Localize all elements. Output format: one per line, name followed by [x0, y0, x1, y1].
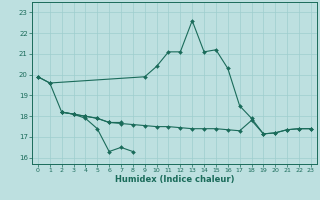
X-axis label: Humidex (Indice chaleur): Humidex (Indice chaleur) [115, 175, 234, 184]
